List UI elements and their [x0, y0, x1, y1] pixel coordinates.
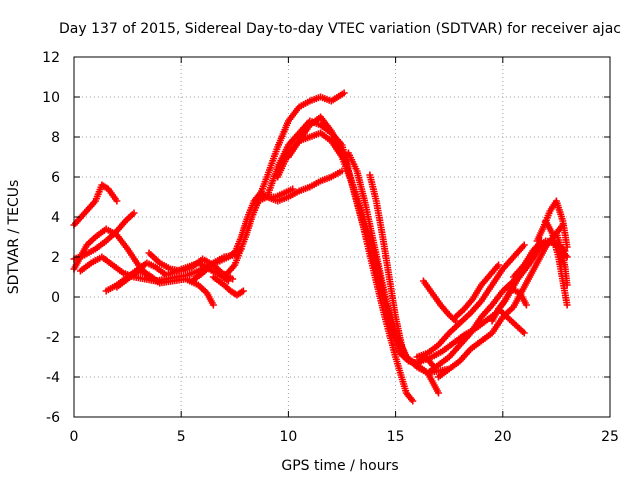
series-arc-12	[252, 89, 348, 209]
data-point	[409, 397, 417, 405]
series-arc-19	[434, 221, 567, 381]
series-arc-29	[552, 229, 571, 289]
y-tick-label: -6	[46, 410, 60, 426]
data-point	[229, 275, 237, 283]
x-tick-label: 5	[177, 429, 186, 445]
y-tick-label: 0	[51, 290, 60, 306]
y-axis-label: SDTVAR / TECUs	[6, 180, 22, 295]
x-tick-label: 20	[494, 429, 512, 445]
series-arc-6	[113, 267, 164, 291]
series-arc-17	[366, 171, 419, 367]
y-tick-label: 10	[42, 90, 60, 106]
data-point	[520, 241, 528, 249]
data-point	[563, 253, 571, 261]
data-point	[113, 197, 121, 205]
y-tick-label: 8	[51, 130, 60, 146]
y-tick-label: 6	[51, 170, 60, 186]
plot-frame	[73, 56, 611, 418]
series-arc-3	[70, 209, 138, 263]
data-point	[411, 359, 419, 367]
data-point	[563, 281, 571, 289]
series-arc-23	[452, 261, 503, 321]
y-tick-label: 4	[51, 210, 60, 226]
series-arc-25	[495, 305, 528, 337]
x-axis-label: GPS time / hours	[281, 458, 398, 474]
y-tick-label: 2	[51, 250, 60, 266]
series-arc-28	[542, 217, 571, 309]
data-point	[209, 301, 217, 309]
data-point	[434, 389, 442, 397]
series-arc-21	[413, 241, 528, 361]
data-point	[130, 209, 138, 217]
data-point	[156, 279, 164, 287]
x-tick-label: 0	[70, 429, 79, 445]
series-arc-14	[274, 129, 453, 377]
series-arc-11	[231, 167, 346, 257]
data-point	[340, 89, 348, 97]
axes: 0 5 10 15 20 25 -6 -4 -2 0 2 4 6 8 10 12	[42, 50, 619, 445]
x-tick-label: 25	[601, 429, 619, 445]
series-arc-22	[419, 277, 460, 325]
data-point	[563, 301, 571, 309]
data-markers	[70, 89, 571, 405]
y-tick-label: -4	[46, 370, 60, 386]
chart-title: Day 137 of 2015, Sidereal Day-to-day VTE…	[59, 21, 621, 37]
y-tick-label: -2	[46, 330, 60, 346]
series-arc-27	[533, 197, 571, 251]
series-arc-1	[70, 181, 121, 229]
data-point	[239, 287, 247, 295]
data-point	[522, 301, 530, 309]
series-arc-9	[209, 273, 247, 299]
data-point	[520, 329, 528, 337]
data-point	[563, 243, 571, 251]
x-tick-label: 15	[387, 429, 405, 445]
gridlines	[74, 57, 610, 417]
data-point	[495, 261, 503, 269]
x-tick-label: 10	[279, 429, 297, 445]
y-tick-label: 12	[42, 50, 60, 66]
